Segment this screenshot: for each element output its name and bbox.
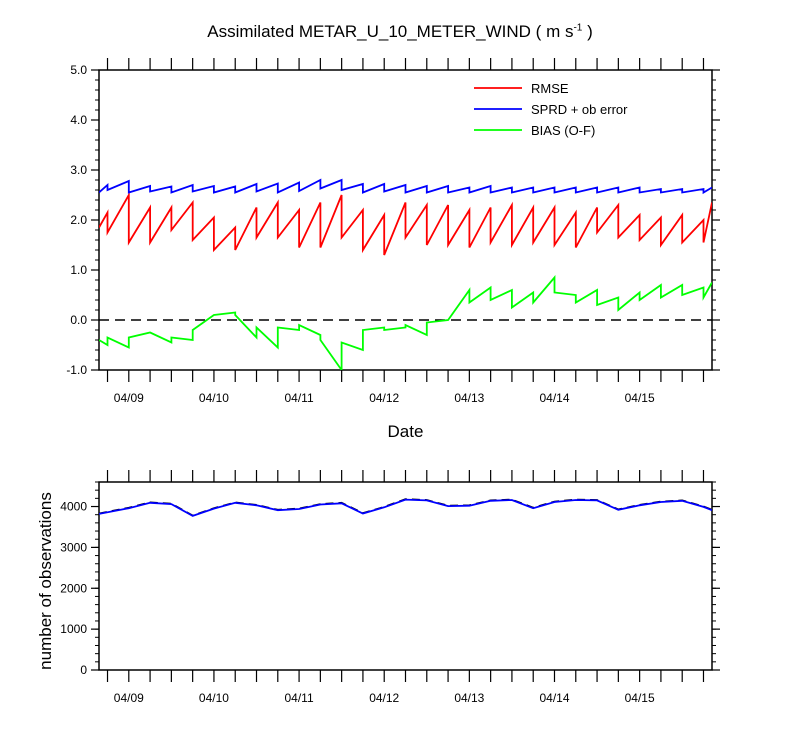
x-tick-label: 04/09 xyxy=(114,691,144,705)
y-tick-label: 4000 xyxy=(60,500,87,514)
y-tick-label: 1000 xyxy=(60,622,87,636)
series-bias-o-f- xyxy=(99,275,712,370)
y-tick-label: 0.0 xyxy=(70,313,87,327)
top-plot: -1.0 0.0 1.0 2.0 3.0 4.0 5.0 04/09 04/10 04/11 04/… xyxy=(66,58,720,441)
series-possible xyxy=(99,498,712,517)
x-tick-label: 04/09 xyxy=(114,391,144,405)
x-axis-label: Date xyxy=(388,422,424,441)
x-tick-label: 04/13 xyxy=(454,691,484,705)
y-tick-label: 3.0 xyxy=(70,163,87,177)
y-axis-label: number of observations xyxy=(36,492,55,670)
y-tick-label: 2000 xyxy=(60,581,87,595)
y-tick-label: 1.0 xyxy=(70,263,87,277)
x-tick-label: 04/10 xyxy=(199,691,229,705)
y-tick-label: 4.0 xyxy=(70,113,87,127)
x-tick-label: 04/14 xyxy=(539,691,569,705)
x-tick-label: 04/11 xyxy=(285,391,314,405)
y-tick-label: 0 xyxy=(80,663,87,677)
series-sprd-ob-error xyxy=(99,178,712,195)
x-tick-label: 04/11 xyxy=(285,691,314,705)
chart-title: Assimilated METAR_U_10_METER_WIND ( m s-… xyxy=(207,22,593,41)
legend-label: SPRD + ob error xyxy=(531,102,628,117)
x-tick-label: 04/10 xyxy=(199,391,229,405)
bottom-plot: 0 1000 2000 3000 4000 04/09 04/10 04/11 04/12 04/… xyxy=(36,470,720,705)
y-tick-label: 5.0 xyxy=(70,63,87,77)
y-tick-label: -1.0 xyxy=(66,363,87,377)
x-tick-label: 04/14 xyxy=(539,391,569,405)
x-tick-label: 04/12 xyxy=(369,391,399,405)
y-tick-label: 2.0 xyxy=(70,213,87,227)
x-tick-label: 04/12 xyxy=(369,691,399,705)
series-rmse xyxy=(99,191,712,256)
x-tick-label: 04/13 xyxy=(454,391,484,405)
series-used xyxy=(99,498,712,517)
x-tick-label: 04/15 xyxy=(625,391,655,405)
y-tick-label: 3000 xyxy=(60,540,87,554)
legend-label: BIAS (O-F) xyxy=(531,123,595,138)
x-tick-label: 04/15 xyxy=(625,691,655,705)
legend-label: RMSE xyxy=(531,81,569,96)
